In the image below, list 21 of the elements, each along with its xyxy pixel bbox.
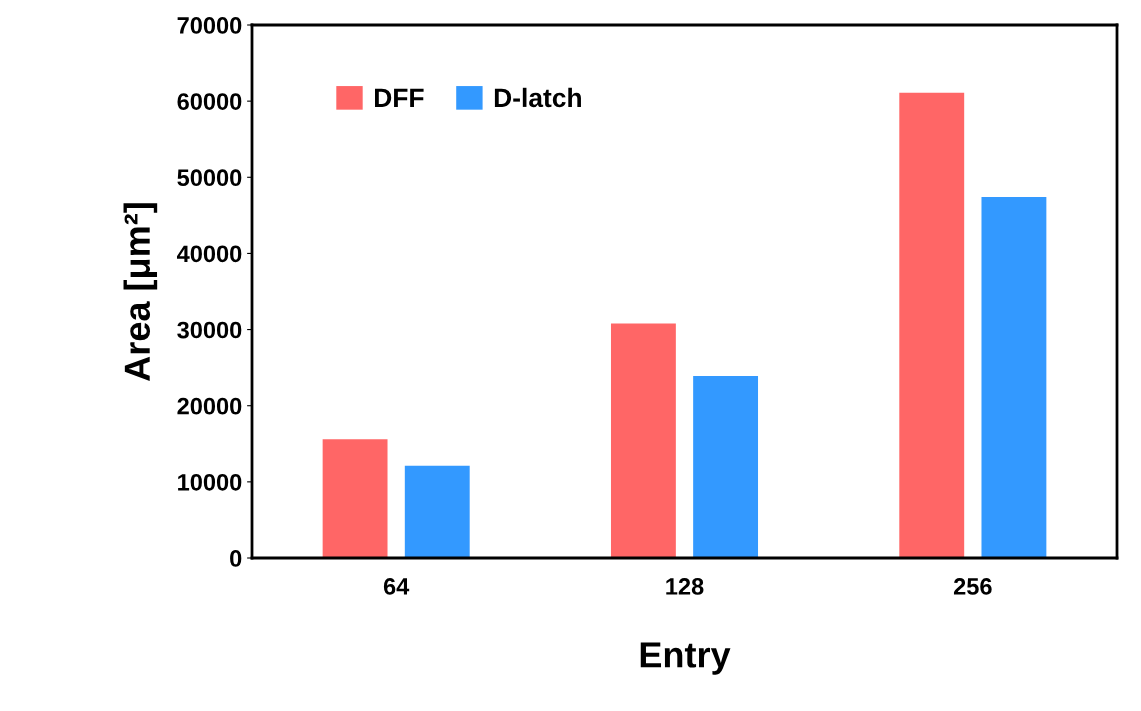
x-axis-title: Entry: [640, 642, 731, 675]
y-tick-label: 20000: [177, 397, 242, 415]
bar: [981, 197, 1047, 558]
bar: [610, 323, 676, 558]
bar: [322, 439, 388, 558]
x-tick-label: 64: [383, 578, 410, 595]
bar: [404, 465, 470, 558]
y-tick-label: 40000: [176, 245, 242, 263]
y-tick-label: 30000: [177, 321, 242, 339]
y-tick-label: 70000: [177, 17, 242, 34]
x-tick-label: 256: [953, 578, 992, 595]
y-tick-label: 50000: [177, 169, 242, 187]
x-tick-label: 128: [666, 578, 704, 595]
bar: [899, 92, 965, 558]
y-axis-title: Area [μm²]: [123, 203, 158, 381]
legend-label: D-latch: [494, 87, 581, 108]
legend-label: DFF: [375, 88, 424, 107]
y-tick-label: 0: [230, 550, 242, 567]
y-tick-label: 10000: [178, 473, 242, 491]
y-tick-label: 60000: [177, 93, 242, 110]
bar: [693, 376, 759, 558]
